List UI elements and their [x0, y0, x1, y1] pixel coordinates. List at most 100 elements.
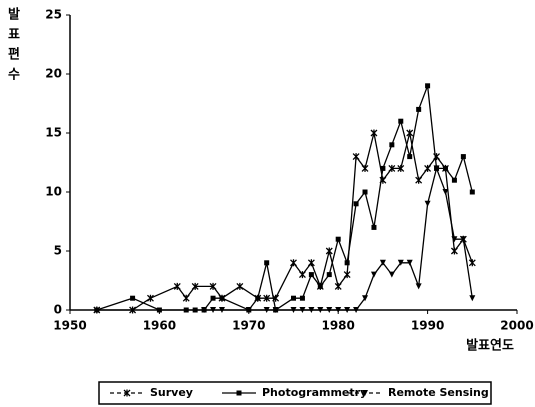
x-tick-label: 1990 [411, 319, 444, 333]
x-tick-label: 2000 [500, 319, 533, 333]
point [317, 307, 324, 313]
point [388, 271, 395, 278]
point [343, 271, 351, 279]
point [334, 282, 342, 290]
point [325, 247, 333, 255]
point [469, 189, 475, 195]
point [255, 295, 261, 301]
point [291, 295, 296, 301]
point [272, 307, 279, 313]
point [442, 189, 449, 195]
y-tick-label: 25 [45, 8, 62, 22]
point [442, 165, 448, 171]
point [468, 259, 476, 267]
point [335, 236, 341, 242]
point [298, 271, 306, 279]
x-tick-label: 1970 [232, 319, 265, 333]
point [210, 307, 217, 313]
point [361, 164, 369, 172]
point [299, 307, 306, 313]
point [183, 307, 189, 313]
x-axis-label: 발표연도 [466, 338, 514, 354]
point [388, 164, 396, 172]
point [353, 201, 359, 207]
point [182, 294, 190, 302]
point [379, 259, 386, 266]
point [415, 176, 423, 184]
point [236, 282, 244, 290]
point [362, 189, 368, 195]
legend-marker [123, 389, 131, 397]
point [326, 307, 333, 313]
point [209, 282, 217, 290]
legend-label: Survey [150, 386, 193, 399]
point [353, 307, 360, 313]
point [129, 306, 137, 314]
point [192, 307, 198, 313]
point [397, 164, 405, 172]
point [371, 224, 377, 230]
point [352, 153, 360, 161]
point [290, 259, 297, 267]
y-axis-label: 수 [8, 68, 20, 83]
y-tick-label: 10 [45, 185, 62, 199]
point [308, 272, 314, 278]
point [416, 106, 422, 112]
point [335, 307, 342, 313]
y-tick-label: 20 [45, 67, 62, 81]
series-line [96, 85, 473, 312]
point [433, 165, 440, 172]
point [210, 295, 216, 301]
point [326, 272, 332, 278]
point [201, 307, 208, 313]
point [307, 259, 315, 267]
point [173, 282, 181, 290]
point [406, 259, 413, 266]
point [424, 200, 431, 207]
point [370, 129, 378, 137]
x-tick-label: 1950 [53, 319, 86, 333]
y-axis-label: 편 [8, 47, 20, 63]
point [397, 259, 404, 266]
point [460, 236, 467, 243]
x-tick-label: 1980 [321, 319, 354, 333]
point [389, 142, 395, 148]
legend-marker [362, 390, 368, 396]
y-tick-label: 0 [54, 303, 62, 317]
point [219, 295, 225, 301]
y-axis-label: 표 [8, 28, 20, 43]
point [264, 260, 270, 266]
y-tick-label: 5 [54, 244, 62, 258]
point [191, 282, 199, 290]
point [299, 295, 305, 301]
point [218, 307, 225, 313]
point [451, 236, 458, 243]
point [424, 164, 432, 172]
point [263, 307, 270, 313]
point [317, 283, 323, 289]
point [398, 118, 404, 124]
point [380, 165, 386, 171]
point [425, 83, 431, 89]
point [290, 307, 297, 313]
point [362, 295, 369, 302]
point [308, 307, 315, 313]
y-axis-label: 발 [8, 7, 20, 23]
point [406, 129, 414, 137]
legend-box [98, 381, 492, 405]
point [370, 271, 377, 278]
legend-label: Remote Sensing [388, 386, 489, 399]
point [407, 154, 413, 160]
legend-label: Photogrammetry [262, 386, 367, 399]
point [130, 295, 136, 301]
point [156, 307, 162, 313]
point [147, 294, 154, 302]
x-tick-label: 1960 [143, 319, 176, 333]
point [245, 307, 252, 313]
point [451, 177, 457, 183]
point [263, 294, 271, 302]
point [469, 295, 476, 302]
point [460, 154, 466, 160]
legend-marker [236, 390, 242, 396]
